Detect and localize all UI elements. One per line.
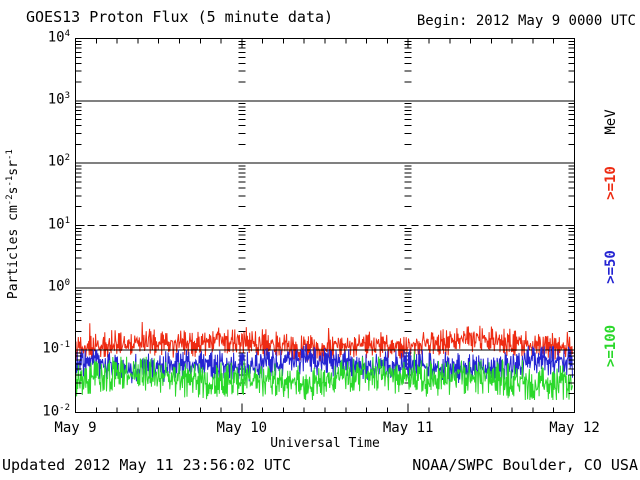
x-axis-title: Universal Time <box>270 436 380 451</box>
x-tick-label: May 12 <box>549 420 600 436</box>
legend-label-ge10: >=10 <box>603 166 619 200</box>
y-tick-label: 104 <box>47 28 70 46</box>
axes-frame <box>75 38 575 413</box>
y-tick-label: 102 <box>47 153 70 170</box>
source-attribution: NOAA/SWPC Boulder, CO USA <box>412 456 638 474</box>
y-tick-label: 10-1 <box>42 340 70 357</box>
x-tick-label: May 9 <box>54 420 97 436</box>
legend-label-ge50: >=50 <box>603 250 619 284</box>
y-tick-label: 10-2 <box>42 402 70 420</box>
series-ge100-trace <box>76 351 573 401</box>
legend-label-ge100: >=100 <box>603 324 619 368</box>
x-tick-label: May 11 <box>382 420 434 436</box>
y-tick-label: 100 <box>47 277 70 295</box>
x-tick-label: May 10 <box>216 420 268 436</box>
updated-timestamp: Updated 2012 May 11 23:56:02 UTC <box>2 456 291 474</box>
y-tick-label: 103 <box>47 90 70 108</box>
chart-title: GOES13 Proton Flux (5 minute data) <box>26 8 334 26</box>
y-tick-label: 101 <box>47 215 70 233</box>
begin-time-label: Begin: 2012 May 9 0000 UTC <box>416 13 636 29</box>
